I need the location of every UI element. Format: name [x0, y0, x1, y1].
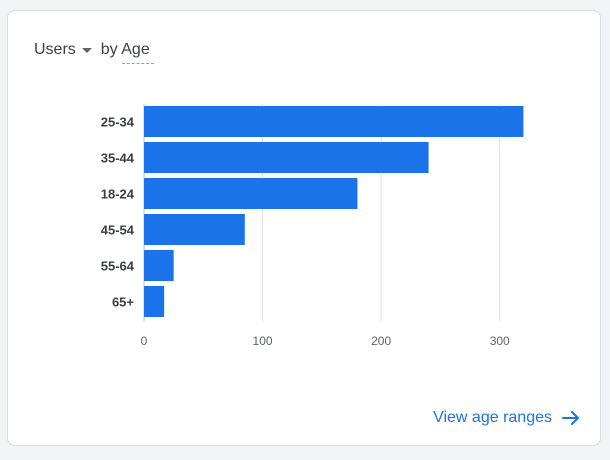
- users-by-age-card: Users by Age 0 100 200 300 25-34 35-44 18-24 45…: [7, 10, 601, 446]
- bar: [144, 214, 245, 245]
- age-bar-chart: 0 100 200 300 25-34 35-44 18-24 45-54 55-64 65+: [101, 104, 524, 348]
- bar: [144, 142, 429, 173]
- category-label: 18-24: [101, 187, 135, 202]
- dimension-label: by Age: [101, 41, 154, 64]
- dimension-underline: [121, 63, 154, 64]
- x-tick-label: 300: [490, 334, 510, 348]
- arrow-right-icon: [562, 411, 579, 425]
- category-label: 25-34: [101, 115, 135, 130]
- bar: [144, 250, 174, 281]
- caret-down-icon: [81, 48, 92, 53]
- category-label: 65+: [112, 295, 134, 310]
- bar: [144, 286, 165, 317]
- category-label: 45-54: [101, 223, 135, 238]
- x-tick-label: 0: [141, 334, 148, 348]
- view-age-ranges-label: View age ranges: [433, 409, 552, 426]
- bar: [144, 106, 524, 137]
- view-age-ranges-link[interactable]: View age ranges: [433, 409, 580, 427]
- category-label: 55-64: [101, 259, 135, 274]
- card-title: Users by Age: [34, 39, 154, 64]
- metric-label: Users: [34, 41, 76, 58]
- x-tick-label: 100: [253, 334, 273, 348]
- bar: [144, 178, 358, 209]
- metric-dropdown[interactable]: Users: [34, 41, 101, 59]
- x-tick-label: 200: [371, 334, 391, 348]
- category-label: 35-44: [101, 151, 135, 166]
